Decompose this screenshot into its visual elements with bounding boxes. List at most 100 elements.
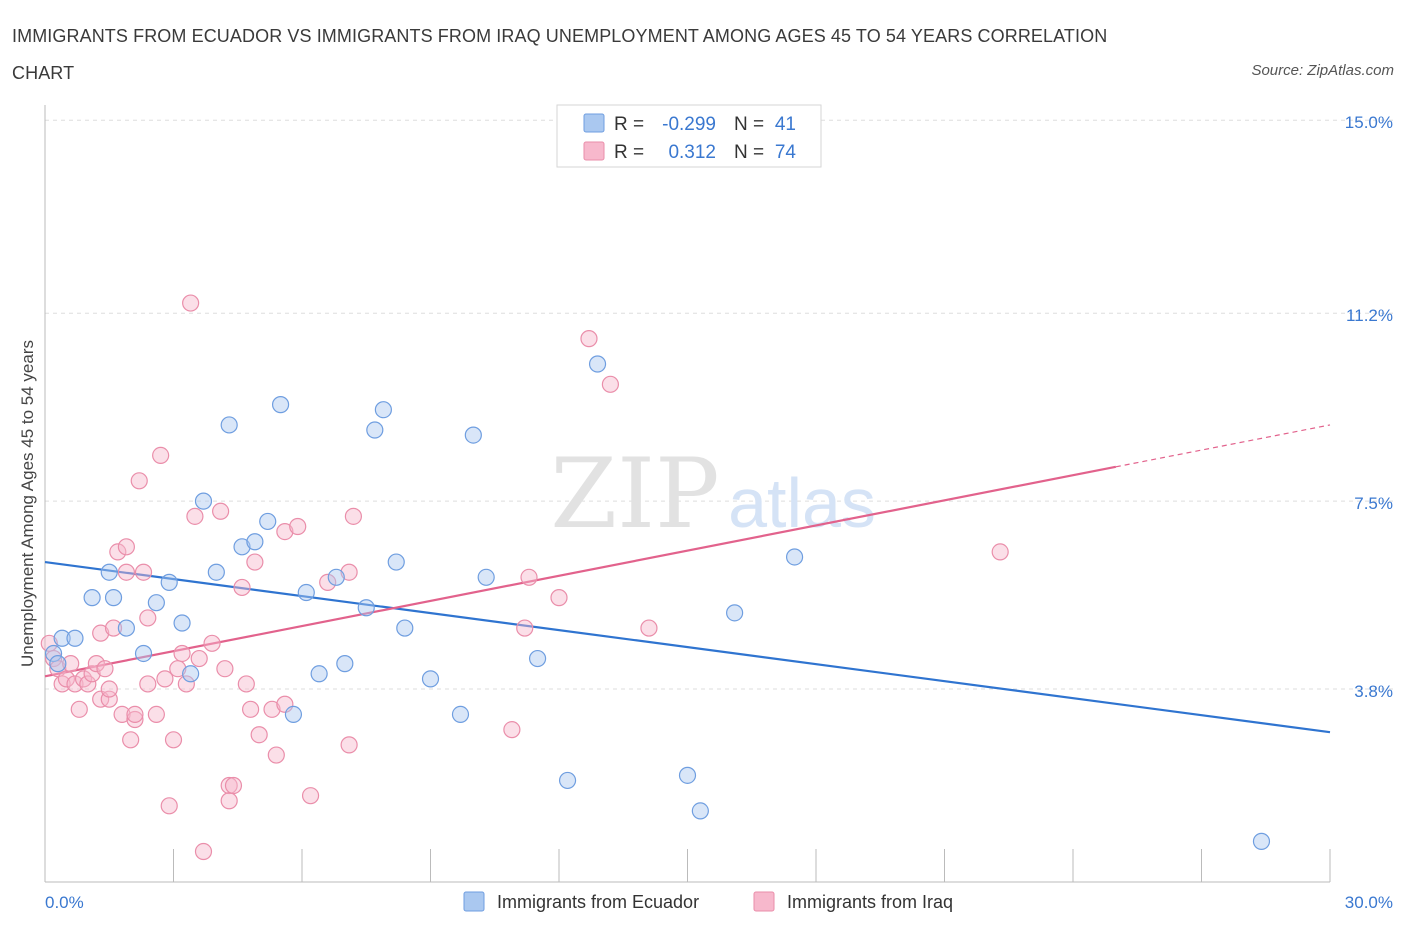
iraq-point-19 [113, 705, 131, 724]
iraq-point-43 [216, 660, 234, 678]
iraq-point-52 [263, 700, 281, 718]
iraq-point-57 [301, 787, 320, 805]
iraq-point-63 [516, 619, 534, 637]
iraq-point-28 [139, 675, 157, 693]
iraq-point-49 [242, 700, 260, 718]
ecuador-point-4 [83, 589, 101, 607]
iraq-n-label: N = [734, 142, 764, 163]
ecuador-point-29 [396, 619, 414, 637]
iraq-point-11 [87, 655, 106, 673]
iraq-point-10 [83, 665, 101, 683]
watermark-atlas: atlas [728, 464, 876, 542]
ecuador-point-5 [100, 563, 118, 581]
iraq-point-65 [550, 589, 568, 607]
watermark: ZIP atlas [550, 438, 876, 550]
ecuador-r-label: R = [614, 114, 644, 135]
iraq-point-55 [276, 522, 294, 541]
stats-row-ecuador: R = -0.299 N = 41 [583, 113, 796, 135]
trendline-ecuador [44, 560, 1331, 734]
ecuador-point-25 [357, 599, 375, 617]
iraq-point-6 [66, 675, 84, 693]
iraq-point-23 [126, 710, 144, 729]
iraq-point-48 [237, 675, 255, 693]
iraq-point-22 [122, 731, 140, 749]
ecuador-point-0 [44, 644, 63, 663]
iraq-point-40 [194, 842, 213, 861]
ecuador-point-30 [421, 670, 440, 688]
iraq-point-45 [220, 792, 238, 810]
iraq-point-58 [319, 573, 337, 591]
iraq-point-46 [224, 776, 243, 795]
iraq-point-15 [100, 690, 118, 708]
iraq-point-68 [640, 619, 658, 637]
ecuador-point-38 [691, 802, 709, 820]
iraq-point-30 [152, 446, 170, 465]
tick-labels: 3.8% 7.5% 11.2% 15.0% 0.0% 30.0% [45, 113, 1393, 912]
ecuador-point-18 [259, 512, 277, 531]
ecuador-point-12 [182, 665, 200, 683]
ecuador-point-39 [726, 604, 744, 622]
iraq-point-7 [70, 700, 88, 718]
iraq-point-38 [186, 507, 204, 525]
ecuador-point-13 [194, 492, 213, 510]
iraq-point-27 [139, 609, 157, 627]
iraq-point-36 [177, 675, 195, 693]
ecuador-n-label: N = [734, 114, 764, 135]
stats-legend: R = -0.299 N = 41 R = 0.312 N = 74 [556, 104, 822, 168]
iraq-point-42 [212, 502, 230, 520]
iraq-point-21 [117, 538, 135, 556]
iraq-n-value: 74 [775, 142, 797, 163]
data-points [40, 294, 1271, 861]
iraq-point-50 [246, 553, 264, 571]
axes [44, 105, 1331, 883]
legend-label-ecuador: Immigrants from Ecuador [497, 892, 699, 912]
trend-lines [44, 424, 1331, 734]
ecuador-r-value: -0.299 [662, 114, 716, 135]
iraq-r-label: R = [614, 142, 644, 163]
ecuador-n-value: 41 [775, 114, 796, 135]
x-tick-label-0: 0.0% [45, 893, 84, 912]
ecuador-point-19 [271, 396, 290, 414]
ecuador-point-34 [528, 649, 547, 668]
ecuador-point-1 [49, 655, 67, 673]
gridlines [45, 119, 1395, 690]
ecuador-point-21 [297, 583, 315, 602]
iraq-point-53 [267, 746, 285, 764]
iraq-point-16 [100, 680, 118, 698]
ecuador-point-37 [678, 766, 697, 784]
iraq-point-31 [156, 670, 174, 688]
iraq-point-47 [233, 578, 251, 597]
ecuador-point-6 [104, 589, 123, 607]
ecuador-point-8 [134, 644, 153, 663]
iraq-point-17 [104, 619, 123, 637]
iraq-point-25 [130, 472, 148, 490]
ecuador-point-17 [246, 533, 264, 551]
ecuador-point-14 [207, 563, 225, 581]
ecuador-point-41 [1252, 832, 1271, 850]
iraq-point-59 [340, 563, 358, 581]
iraq-point-33 [164, 731, 183, 749]
chart-title: IMMIGRANTS FROM ECUADOR VS IMMIGRANTS FR… [12, 26, 1108, 83]
ecuador-point-2 [53, 629, 71, 647]
iraq-swatch [583, 141, 605, 161]
iraq-point-62 [503, 721, 521, 739]
iraq-point-39 [190, 649, 208, 668]
iraq-point-66 [580, 330, 598, 348]
y-tick-label-1: 7.5% [1354, 494, 1393, 513]
y-tick-label-3: 15.0% [1345, 113, 1393, 132]
iraq-point-9 [79, 675, 97, 693]
iraq-point-24 [126, 705, 144, 724]
ecuador-point-28 [387, 553, 405, 571]
trendline-iraq [44, 465, 1117, 678]
ecuador-point-9 [147, 594, 165, 612]
ecuador-point-7 [117, 619, 135, 637]
ecuador-point-11 [173, 614, 191, 632]
iraq-point-14 [96, 660, 114, 678]
ecuador-point-10 [160, 573, 178, 591]
iraq-point-67 [601, 375, 620, 393]
ecuador-point-32 [464, 426, 482, 444]
y-tick-label-2: 11.2% [1346, 306, 1393, 325]
legend-swatch-iraq [753, 891, 775, 912]
ecuador-point-16 [233, 538, 251, 556]
iraq-point-29 [147, 705, 165, 724]
